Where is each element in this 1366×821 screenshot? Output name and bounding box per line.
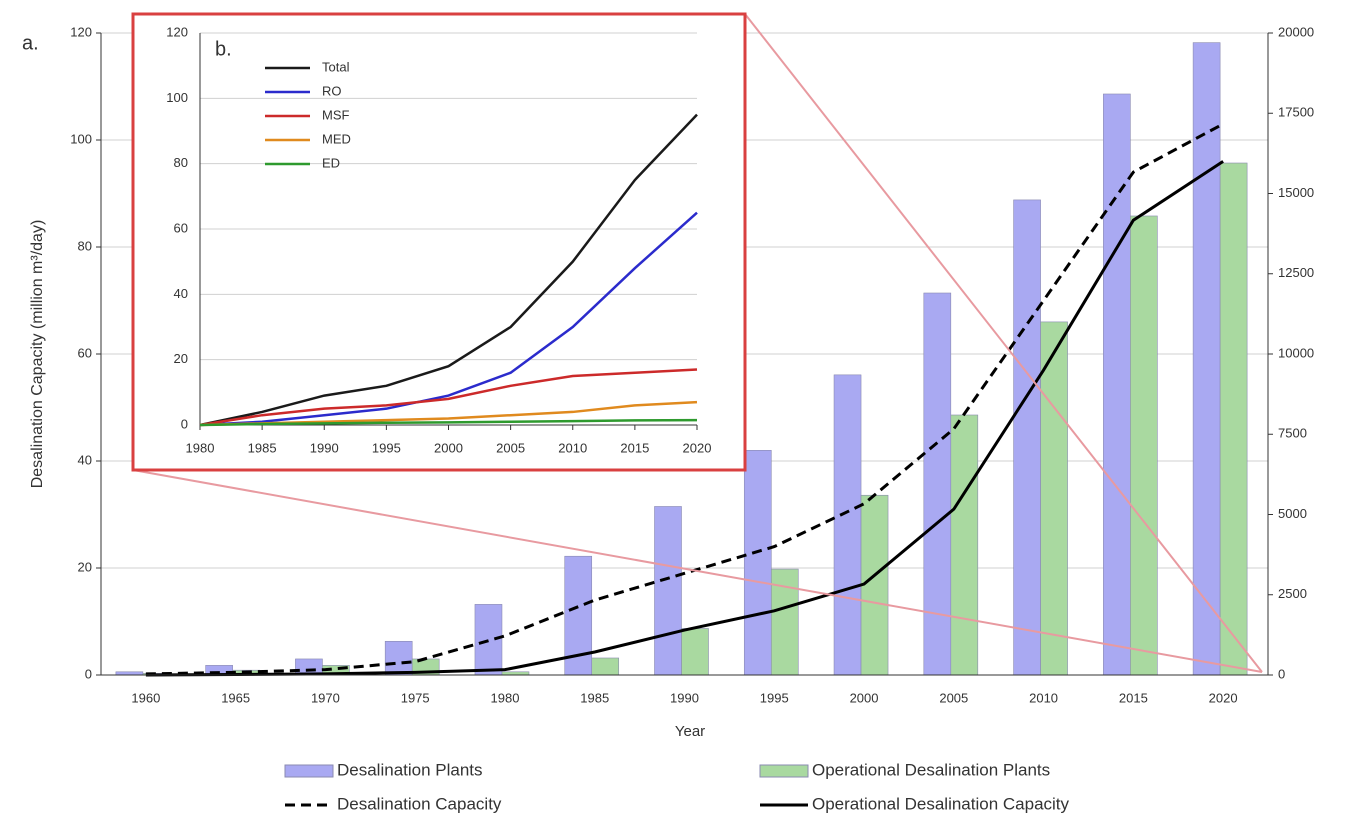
y2-tick-label: 20000: [1278, 24, 1314, 39]
legend-label: ED: [322, 155, 340, 170]
x-tick-label: 1970: [311, 690, 340, 705]
y2-tick-label: 7500: [1278, 426, 1307, 441]
legend-label: Desalination Capacity: [337, 794, 502, 813]
y-tick-label: 40: [78, 452, 92, 467]
panel-label: a.: [22, 32, 39, 54]
y-tick-label: 60: [174, 220, 188, 235]
bar: [743, 449, 772, 676]
x-tick-label: 2015: [1119, 690, 1148, 705]
legend-swatch: [284, 764, 334, 778]
x-tick-label: 1990: [310, 440, 339, 455]
x-tick-label: 1965: [221, 690, 250, 705]
line: [199, 368, 698, 427]
legend-swatch: [759, 764, 809, 778]
x-tick-label: 2020: [683, 440, 712, 455]
y2-tick-label: 17500: [1278, 105, 1314, 120]
y-tick-label: 40: [174, 286, 188, 301]
y2-tick-label: 10000: [1278, 345, 1314, 360]
x-tick-label: 1985: [580, 690, 609, 705]
line: [199, 418, 698, 427]
bar: [1040, 321, 1068, 676]
x-tick-label: 2000: [434, 440, 463, 455]
bar: [923, 292, 952, 676]
x-tick-label: 2010: [558, 440, 587, 455]
y-tick-label: 20: [78, 559, 92, 574]
y-tick-label: 80: [78, 238, 92, 253]
y-tick-label: 20: [174, 351, 188, 366]
x-tick-label: 2000: [850, 690, 879, 705]
x-tick-label: 2010: [1029, 690, 1058, 705]
bar: [1130, 215, 1158, 676]
bar: [1192, 42, 1221, 676]
legend-label: RO: [322, 83, 342, 98]
line: [199, 211, 698, 427]
inset-chart: 0 20 40 60 80 100 120 1980 1985 1990 1995 2000 2005 2…: [166, 24, 711, 455]
y2-tick-label: 2500: [1278, 586, 1307, 601]
x-tick-label: 2005: [939, 690, 968, 705]
legend-label: MED: [322, 131, 351, 146]
x-tick-label: 1975: [401, 690, 430, 705]
y-tick-label: 80: [174, 155, 188, 170]
zoom-line: [132, 469, 1263, 673]
legend-label: Total: [322, 59, 350, 74]
legend-label: Desalination Plants: [337, 760, 483, 779]
line: [145, 160, 1224, 677]
x-tick-label: 1960: [131, 690, 160, 705]
bar: [1103, 93, 1131, 676]
line: [199, 113, 698, 427]
bar: [654, 506, 682, 676]
bar: [384, 640, 413, 676]
y-tick-label: 60: [78, 345, 92, 360]
line: [145, 122, 1224, 676]
y-tick-label: 100: [166, 90, 188, 105]
x-tick-label: 1980: [186, 440, 215, 455]
bar: [833, 374, 862, 676]
legend-label: Operational Desalination Capacity: [812, 794, 1070, 813]
y-tick-label: 0: [85, 666, 92, 681]
x-tick-label: 2020: [1209, 690, 1238, 705]
y2-tick-label: 15000: [1278, 185, 1314, 200]
x-tick-label: 1995: [372, 440, 401, 455]
bar: [681, 628, 709, 676]
x-tick-label: 1985: [248, 440, 277, 455]
zoom-line: [744, 13, 1263, 673]
x-tick-label: 1995: [760, 690, 789, 705]
x-tick-label: 2015: [620, 440, 649, 455]
x-tick-label: 2005: [496, 440, 525, 455]
legend-label: Operational Desalination Plants: [812, 760, 1050, 779]
y2-tick-label: 12500: [1278, 265, 1314, 280]
bar: [1219, 162, 1248, 676]
y-axis-title: Desalination Capacity (million m³/day): [29, 220, 46, 489]
bar: [860, 494, 889, 676]
x-tick-label: 1990: [670, 690, 699, 705]
x-axis-title: Year: [675, 723, 705, 740]
y-tick-label: 120: [166, 24, 188, 39]
legend-label: MSF: [322, 107, 350, 122]
bar: [950, 414, 979, 676]
y-tick-label: 120: [70, 24, 92, 39]
x-tick-label: 1980: [491, 690, 520, 705]
bar: [1013, 199, 1041, 676]
y-tick-label: 100: [70, 131, 92, 146]
inset-frame: [131, 12, 747, 472]
panel-label: b.: [215, 38, 232, 60]
y2-tick-label: 5000: [1278, 506, 1307, 521]
bar: [591, 657, 620, 676]
main-chart: 0 20 40 60 80 100 120 0 2500 5000 7500 10000 12500 15…: [70, 24, 1314, 813]
y-tick-label: 0: [181, 416, 188, 431]
y2-tick-label: 0: [1278, 666, 1285, 681]
bar: [474, 604, 503, 676]
